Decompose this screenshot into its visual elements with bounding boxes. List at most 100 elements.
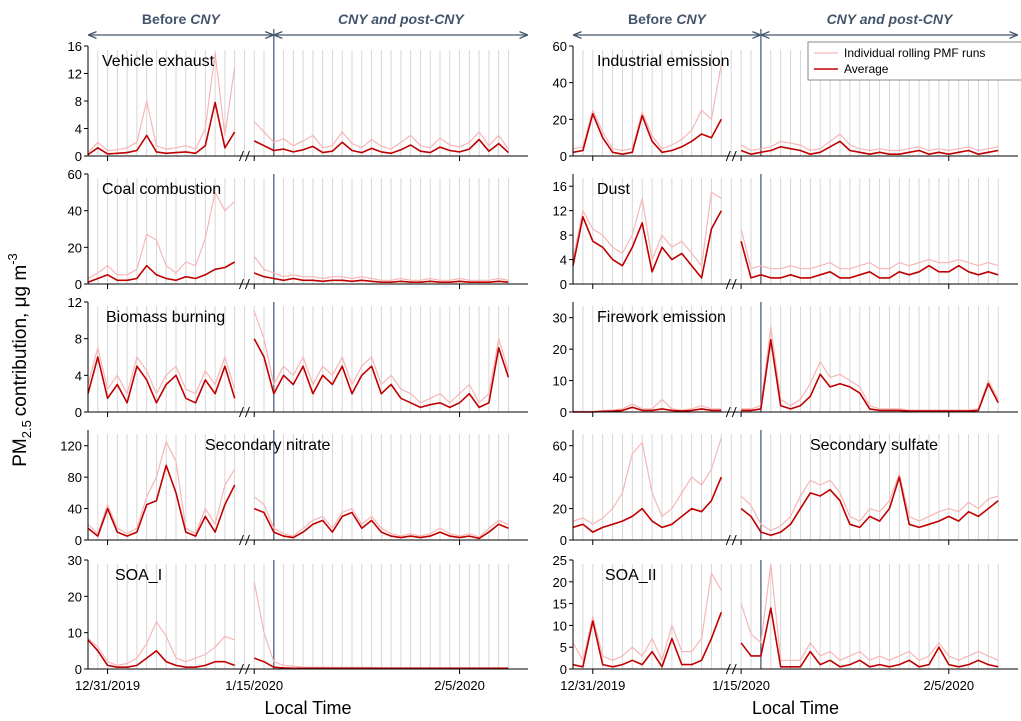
panel-title: Biomass burning — [106, 309, 225, 326]
y-tick-label: 40 — [553, 76, 567, 91]
panel-title: Firework emission — [597, 309, 726, 326]
y-tick-label: 60 — [553, 439, 567, 454]
average-line — [573, 338, 999, 413]
x-tick-label: 12/31/2019 — [560, 678, 625, 693]
y-tick-label: 16 — [553, 179, 567, 194]
panel-title: Secondary nitrate — [205, 437, 331, 454]
y-tick-label: 8 — [75, 332, 82, 347]
individual-runs-line — [572, 191, 999, 270]
legend-box — [807, 41, 1021, 81]
period-label-plain: Before — [142, 11, 187, 27]
y-tick-label: 20 — [553, 112, 567, 127]
y-tick-label: 12 — [68, 67, 82, 82]
y-tick-label: 10 — [553, 374, 567, 389]
period-label: CNY and post-CNY — [827, 11, 954, 27]
period-label-italic: CNY and post-CNY — [827, 11, 954, 27]
individual-runs-line — [87, 191, 509, 281]
y-tick-label: 0 — [75, 277, 82, 292]
period-label: Before CNY — [628, 11, 708, 27]
y-tick-label: 0 — [75, 149, 82, 164]
period-label-italic: CNY and post-CNY — [338, 11, 465, 27]
y-tick-label: 30 — [68, 553, 82, 568]
period-label-italic: CNY — [190, 11, 221, 27]
x-tick-label: 1/15/2020 — [225, 678, 283, 693]
x-tick-label: 2/5/2020 — [434, 678, 485, 693]
y-tick-label: 20 — [68, 589, 82, 604]
y-label-main: PM — [10, 438, 31, 467]
y-axis-label: PM2.5 contribution, μg m-3 — [5, 253, 34, 467]
y-tick-label: 20 — [553, 342, 567, 357]
y-tick-label: 16 — [68, 39, 82, 54]
panel-title: SOA_II — [605, 567, 657, 584]
y-tick-label: 0 — [75, 405, 82, 420]
y-tick-label: 40 — [68, 502, 82, 517]
y-tick-label: 12 — [553, 204, 567, 219]
y-label-sup: -3 — [5, 253, 20, 265]
individual-runs-line — [87, 310, 509, 404]
period-label: Before CNY — [142, 11, 222, 27]
panel-title: Industrial emission — [597, 53, 730, 70]
y-tick-label: 20 — [68, 240, 82, 255]
y-tick-label: 0 — [560, 662, 567, 677]
y-tick-label: 20 — [553, 502, 567, 517]
y-tick-label: 4 — [560, 253, 567, 268]
y-tick-label: 30 — [553, 311, 567, 326]
y-tick-label: 60 — [553, 39, 567, 54]
y-tick-label: 80 — [68, 470, 82, 485]
y-tick-label: 4 — [75, 122, 82, 137]
individual-runs-line — [87, 52, 509, 154]
average-line — [87, 639, 509, 670]
legend-label: Average — [844, 62, 889, 76]
y-label-rest: contribution, μg m — [10, 265, 31, 416]
y-tick-label: 60 — [68, 167, 82, 182]
individual-runs-line — [573, 326, 999, 412]
y-label-sub: 2.5 — [19, 420, 34, 438]
y-tick-label: 20 — [553, 575, 567, 590]
y-tick-label: 15 — [553, 597, 567, 612]
panel-title: Coal combustion — [102, 181, 221, 198]
y-tick-label: 0 — [560, 149, 567, 164]
x-tick-label: 2/5/2020 — [923, 678, 974, 693]
y-tick-label: 4 — [75, 368, 82, 383]
average-line — [87, 101, 509, 156]
average-line — [572, 113, 999, 155]
average-line — [572, 210, 999, 279]
y-tick-label: 8 — [75, 94, 82, 109]
x-axis-label: Local Time — [752, 698, 839, 718]
period-label-plain: Before — [628, 11, 673, 27]
y-tick-label: 0 — [560, 405, 567, 420]
y-tick-label: 120 — [60, 439, 82, 454]
period-label-italic: CNY — [676, 11, 707, 27]
y-tick-label: 5 — [560, 640, 567, 655]
y-tick-label: 40 — [553, 470, 567, 485]
legend-label: Individual rolling PMF runs — [844, 46, 985, 60]
panel-title: Dust — [597, 181, 630, 198]
panel-title: Vehicle exhaust — [102, 53, 215, 70]
panel-title: SOA_I — [115, 567, 162, 584]
y-tick-label: 0 — [560, 277, 567, 292]
y-tick-label: 12 — [68, 295, 82, 310]
x-axis-label: Local Time — [264, 698, 351, 718]
y-tick-label: 0 — [75, 533, 82, 548]
individual-runs-line — [87, 441, 509, 538]
y-tick-label: 10 — [68, 626, 82, 641]
individual-runs-line — [572, 563, 999, 661]
y-tick-label: 40 — [68, 204, 82, 219]
x-tick-label: 1/15/2020 — [712, 678, 770, 693]
y-tick-label: 25 — [553, 553, 567, 568]
x-tick-label: 12/31/2019 — [75, 678, 140, 693]
average-line — [572, 476, 999, 537]
period-label: CNY and post-CNY — [338, 11, 465, 27]
y-tick-label: 0 — [560, 533, 567, 548]
average-line — [87, 338, 510, 409]
panel-title: Secondary sulfate — [810, 437, 938, 454]
average-line — [87, 261, 509, 283]
y-tick-label: 8 — [560, 228, 567, 243]
average-line — [87, 464, 509, 540]
y-tick-label: 0 — [75, 662, 82, 677]
average-line — [572, 607, 999, 668]
individual-runs-line — [572, 437, 999, 532]
individual-runs-line — [572, 64, 999, 152]
